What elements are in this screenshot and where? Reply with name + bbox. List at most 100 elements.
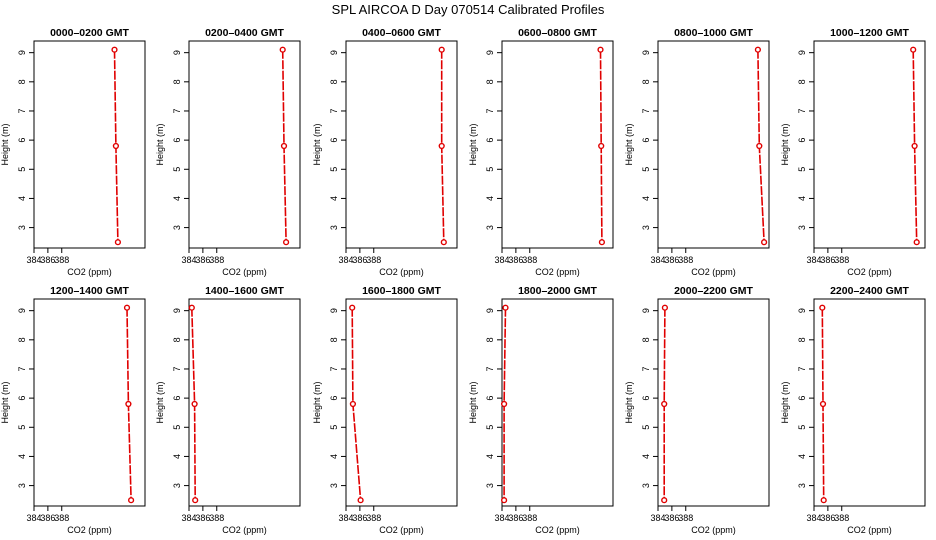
data-point xyxy=(661,304,669,311)
y-axis-label: Height (m) xyxy=(468,381,478,423)
y-tick-label: 4 xyxy=(797,454,807,459)
chart-title: 1200–1400 GMT xyxy=(50,285,129,297)
plot-frame xyxy=(657,298,770,507)
data-point xyxy=(438,46,445,53)
y-tick-label: 8 xyxy=(17,79,27,84)
data-point xyxy=(597,46,604,53)
y-tick-label: 4 xyxy=(17,196,27,201)
y-tick-label: 3 xyxy=(641,483,651,488)
chart-title: 0200–0400 GMT xyxy=(205,27,284,39)
y-tick-label: 7 xyxy=(641,366,651,371)
data-point xyxy=(191,400,198,408)
x-axis-label: CO2 (ppm) xyxy=(67,267,112,277)
x-tick-label: 386 xyxy=(820,513,835,523)
y-tick-label: 8 xyxy=(641,79,651,84)
data-point xyxy=(114,239,122,246)
y-tick-label: 3 xyxy=(485,483,495,488)
y-tick-label: 3 xyxy=(172,483,182,488)
chart-title: 1600–1800 GMT xyxy=(362,285,441,297)
y-tick-label: 3 xyxy=(17,225,27,230)
data-point xyxy=(440,239,447,246)
y-tick-label: 6 xyxy=(641,138,651,143)
y-tick-label: 6 xyxy=(17,396,27,401)
x-tick-label: 388 xyxy=(522,255,537,265)
plot-frame xyxy=(657,40,770,249)
y-tick-label: 3 xyxy=(641,225,651,230)
x-tick-label: 386 xyxy=(40,255,55,265)
y-axis-label: Height (m) xyxy=(0,381,10,423)
data-point xyxy=(501,497,508,504)
y-tick-label: 4 xyxy=(172,454,182,459)
y-tick-label: 9 xyxy=(797,308,807,313)
data-point xyxy=(819,304,826,311)
y-tick-label: 4 xyxy=(485,454,495,459)
data-point xyxy=(438,142,445,150)
data-point xyxy=(280,142,288,150)
y-tick-label: 5 xyxy=(641,167,651,172)
y-tick-label: 9 xyxy=(329,50,339,55)
y-tick-label: 4 xyxy=(485,196,495,201)
data-point xyxy=(357,497,364,504)
x-tick-label: 384 xyxy=(494,513,509,523)
y-axis-label: Height (m) xyxy=(624,123,634,165)
y-axis-label: Height (m) xyxy=(780,123,790,165)
y-tick-label: 4 xyxy=(329,196,339,201)
data-point xyxy=(283,239,290,246)
plot-frame xyxy=(501,40,614,249)
y-tick-label: 9 xyxy=(17,50,27,55)
x-tick-label: 386 xyxy=(40,513,55,523)
x-axis-label: CO2 (ppm) xyxy=(222,525,267,535)
y-tick-label: 7 xyxy=(485,366,495,371)
data-point xyxy=(128,497,135,504)
y-tick-label: 9 xyxy=(172,50,182,55)
y-tick-label: 7 xyxy=(17,108,27,113)
y-tick-label: 9 xyxy=(172,308,182,313)
chart-title: 1800–2000 GMT xyxy=(518,285,597,297)
plot-frame xyxy=(188,40,301,249)
y-tick-label: 6 xyxy=(485,138,495,143)
chart-title: 0800–1000 GMT xyxy=(674,27,753,39)
y-tick-label: 3 xyxy=(797,225,807,230)
x-axis-label: CO2 (ppm) xyxy=(379,525,424,535)
data-point xyxy=(661,400,668,408)
y-tick-label: 3 xyxy=(485,225,495,230)
data-point xyxy=(188,304,195,311)
y-axis-label: Height (m) xyxy=(155,123,165,165)
x-tick-label: 384 xyxy=(806,255,821,265)
y-tick-label: 9 xyxy=(329,308,339,313)
chart-title: 1000–1200 GMT xyxy=(830,27,909,39)
chart-title: 0600–0800 GMT xyxy=(518,27,597,39)
data-point xyxy=(598,142,605,150)
y-axis-label: Height (m) xyxy=(312,381,322,423)
chart-title: 1400–1600 GMT xyxy=(205,285,284,297)
x-tick-label: 388 xyxy=(834,513,849,523)
y-tick-label: 9 xyxy=(485,308,495,313)
y-tick-label: 5 xyxy=(172,167,182,172)
plot-frame xyxy=(33,298,146,507)
data-point xyxy=(910,46,917,53)
x-tick-label: 386 xyxy=(508,513,523,523)
plot-frame xyxy=(813,298,926,507)
x-tick-label: 384 xyxy=(338,255,353,265)
y-tick-label: 7 xyxy=(17,366,27,371)
y-tick-label: 8 xyxy=(641,337,651,342)
x-tick-label: 384 xyxy=(26,255,41,265)
y-tick-label: 5 xyxy=(797,167,807,172)
y-tick-label: 7 xyxy=(641,108,651,113)
y-tick-label: 7 xyxy=(329,366,339,371)
y-tick-label: 8 xyxy=(172,79,182,84)
y-axis-label: Height (m) xyxy=(780,381,790,423)
x-tick-label: 388 xyxy=(522,513,537,523)
x-axis-label: CO2 (ppm) xyxy=(847,267,892,277)
x-tick-label: 386 xyxy=(195,513,210,523)
y-tick-label: 5 xyxy=(797,425,807,430)
y-tick-label: 5 xyxy=(17,167,27,172)
y-tick-label: 5 xyxy=(485,425,495,430)
y-tick-label: 4 xyxy=(797,196,807,201)
